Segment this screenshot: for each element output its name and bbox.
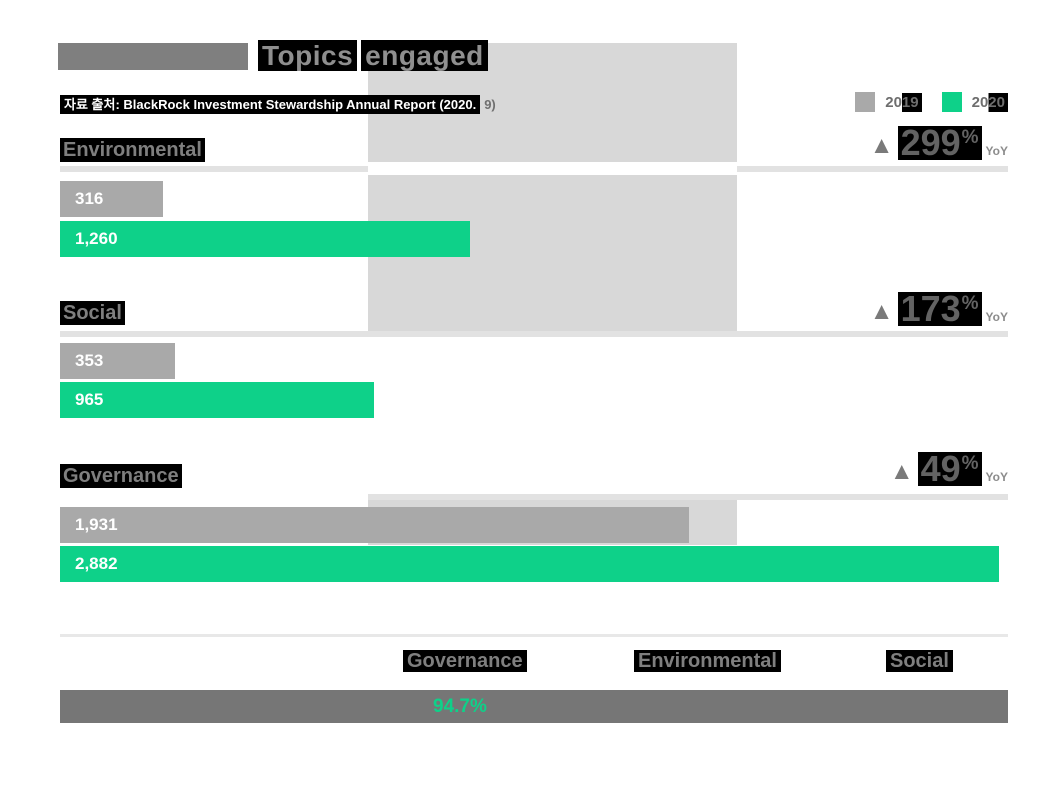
yoy-governance-box: 49 %: [917, 448, 982, 489]
triangle-up-icon: ▲: [889, 457, 914, 485]
bar-environmental-2019-value: 316: [75, 189, 104, 208]
yoy-environmental-box: 299 %: [897, 122, 982, 163]
bottom-label-social-text: Social: [886, 650, 953, 672]
bottom-label-governance-text: Governance: [403, 650, 527, 672]
section-label-social-text: Social: [60, 301, 125, 325]
legend-item-2019: 2019: [855, 92, 922, 112]
yoy-governance-value: 49: [920, 448, 961, 489]
legend-item-2020: 2020: [941, 92, 1008, 112]
yoy-social-box: 173 %: [897, 288, 982, 329]
bottom-stacked-bar: [60, 690, 1008, 723]
triangle-up-icon: ▲: [869, 297, 894, 325]
bar-governance-2019-value: 1,931: [75, 515, 118, 534]
yoy-social-suffix: YoY: [985, 309, 1008, 324]
source-note-highlighted: 자료 출처: BlackRock Investment Stewardship …: [60, 95, 481, 114]
yoy-social-value: 173: [900, 288, 961, 329]
source-note-tail: 9): [484, 97, 496, 112]
social-divider: [60, 331, 1008, 337]
redacted-title-block: [58, 43, 248, 70]
bar-governance-2020: 2,882: [60, 546, 999, 582]
bottom-label-social: Social: [886, 650, 953, 673]
legend-swatch-2020: [941, 92, 962, 112]
bar-social-2020-value: 965: [75, 390, 104, 409]
legend-label-2020: 2020: [968, 92, 1008, 112]
yoy-social-unit: %: [961, 293, 979, 314]
bottom-label-environmental: Environmental: [634, 650, 781, 673]
section-label-environmental-text: Environmental: [60, 138, 205, 162]
bottom-governance-percentage: 94.7%: [433, 696, 487, 717]
watermark-rect: [368, 43, 737, 334]
bar-environmental-2020: 1,260: [60, 221, 470, 257]
legend: 2019 2020: [855, 92, 1008, 112]
triangle-up-icon: ▲: [869, 131, 894, 159]
legend-label-2019: 2019: [882, 92, 922, 112]
section-label-governance: Governance: [60, 464, 182, 488]
environmental-divider-gap: [368, 162, 737, 175]
yoy-governance-unit: %: [961, 453, 979, 474]
bar-governance-2019: 1,931: [60, 507, 689, 543]
section-label-environmental: Environmental: [60, 138, 205, 162]
bar-governance-2020-value: 2,882: [75, 554, 118, 573]
bar-social-2019: 353: [60, 343, 175, 379]
bar-social-2019-value: 353: [75, 351, 104, 370]
section-label-governance-text: Governance: [60, 464, 182, 488]
bar-social-2020: 965: [60, 382, 374, 418]
page-title-word-2: engaged: [361, 40, 488, 71]
yoy-environmental-value: 299: [900, 122, 961, 163]
yoy-governance-suffix: YoY: [985, 469, 1008, 484]
bar-environmental-2020-value: 1,260: [75, 229, 118, 248]
bottom-label-governance: Governance: [403, 650, 527, 673]
legend-swatch-2019: [855, 92, 876, 112]
source-note: 자료 출처: BlackRock Investment Stewardship …: [60, 94, 496, 114]
yoy-environmental-suffix: YoY: [985, 143, 1008, 158]
page-title: Topics engaged: [258, 40, 488, 71]
yoy-governance: ▲ 49 % YoY: [889, 448, 1008, 489]
governance-divider: [368, 494, 1008, 500]
yoy-environmental-unit: %: [961, 127, 979, 148]
section-label-social: Social: [60, 301, 125, 325]
yoy-social: ▲ 173 % YoY: [869, 288, 1008, 329]
yoy-environmental: ▲ 299 % YoY: [869, 122, 1008, 163]
page-title-word-1: Topics: [258, 40, 358, 71]
bottom-divider: [60, 634, 1008, 637]
bottom-label-environmental-text: Environmental: [634, 650, 781, 672]
bar-environmental-2019: 316: [60, 181, 163, 217]
